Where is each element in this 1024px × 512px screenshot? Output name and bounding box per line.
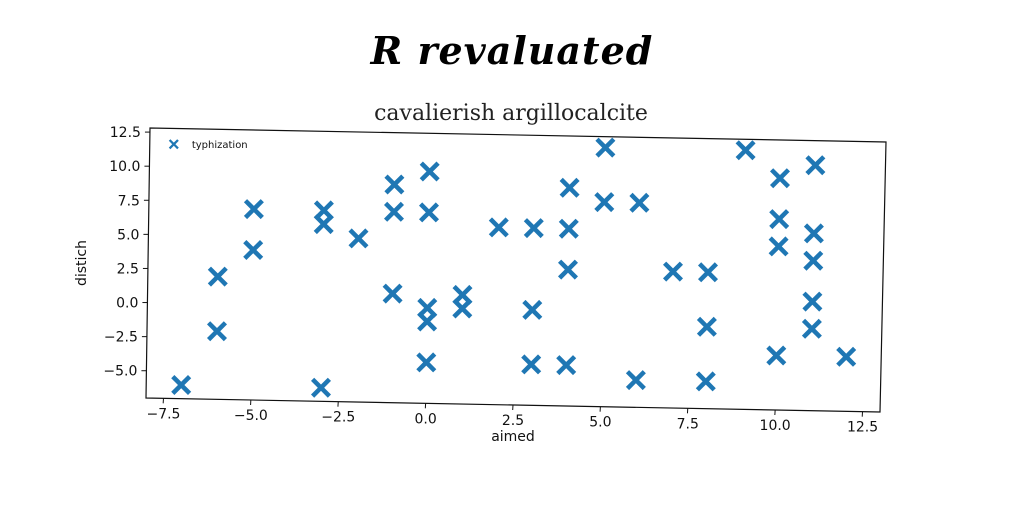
data-point (766, 345, 787, 366)
data-point (311, 377, 331, 398)
data-point (595, 137, 616, 158)
data-point (419, 161, 440, 182)
data-point (313, 200, 334, 221)
data-point (348, 228, 369, 249)
data-point (696, 316, 717, 337)
data-point (243, 240, 264, 260)
y-tick-label: 12.5 (110, 125, 141, 141)
y-tick-label: 2.5 (117, 261, 139, 277)
x-tick-label: −5.0 (234, 408, 268, 424)
legend-label: typhization (192, 140, 248, 151)
y-tick-label: 10.0 (109, 159, 140, 175)
y-axis: −5.0 −2.5 0.0 2.5 5.0 7.5 10.0 12.5 (103, 125, 150, 380)
x-tick-label: 2.5 (502, 413, 524, 429)
data-point (559, 177, 580, 198)
data-point (594, 192, 615, 213)
data-point (523, 218, 544, 239)
data-point (663, 261, 683, 282)
x-tick-label: 5.0 (589, 415, 611, 431)
data-point (556, 355, 577, 376)
y-tick-label: 7.5 (118, 193, 140, 209)
data-point (770, 168, 790, 189)
legend-x-icon (168, 139, 179, 150)
data-point (521, 354, 542, 375)
data-point (417, 311, 438, 332)
data-point (625, 370, 646, 391)
x-axis: −7.5 −5.0 −2.5 0.0 2.5 5.0 7.5 10.0 12.5 (146, 398, 878, 436)
x-tick-label: 10.0 (760, 418, 791, 434)
data-point (417, 297, 438, 318)
y-tick-label: −5.0 (103, 364, 137, 380)
figure-suptitle: R revaluated (370, 28, 654, 73)
x-tick-label: −7.5 (146, 406, 180, 422)
data-point (695, 371, 716, 392)
y-tick-label: 5.0 (117, 227, 139, 243)
data-point (419, 202, 439, 223)
data-point (768, 236, 789, 257)
data-point (522, 299, 543, 320)
data-point (769, 209, 790, 230)
data-point (558, 259, 578, 280)
data-point (803, 223, 824, 244)
data-point (382, 283, 403, 304)
legend-marker (168, 139, 179, 150)
data-point (384, 201, 404, 222)
plot-frame (145, 127, 887, 413)
data-point (805, 155, 826, 176)
data-point (313, 214, 334, 235)
chart-title: cavalierish argillocalcite (374, 101, 648, 126)
y-tick-label: −2.5 (104, 330, 138, 346)
data-point (452, 298, 473, 319)
data-point (801, 318, 822, 339)
data-point (488, 217, 509, 238)
series-typhization (171, 137, 857, 398)
data-point (802, 291, 823, 312)
data-point (452, 284, 473, 305)
x-tick-label: −2.5 (321, 410, 355, 426)
data-point (803, 250, 824, 271)
data-point (207, 321, 227, 342)
data-point (698, 262, 718, 283)
data-point (558, 218, 579, 239)
x-tick-label: 0.0 (414, 411, 436, 427)
data-point (207, 266, 228, 287)
data-point (416, 352, 437, 373)
data-point (836, 346, 857, 367)
y-axis-label: distich (74, 240, 90, 286)
x-axis-label: aimed (491, 429, 535, 445)
x-tick-label: 12.5 (847, 420, 878, 436)
data-point (171, 375, 192, 395)
data-point (384, 174, 405, 195)
data-point (735, 140, 756, 161)
data-point (629, 192, 650, 213)
x-tick-label: 7.5 (677, 416, 699, 432)
data-point (243, 199, 264, 220)
plot-area (145, 127, 887, 413)
y-tick-label: 0.0 (116, 296, 138, 312)
legend: typhization (168, 139, 248, 151)
